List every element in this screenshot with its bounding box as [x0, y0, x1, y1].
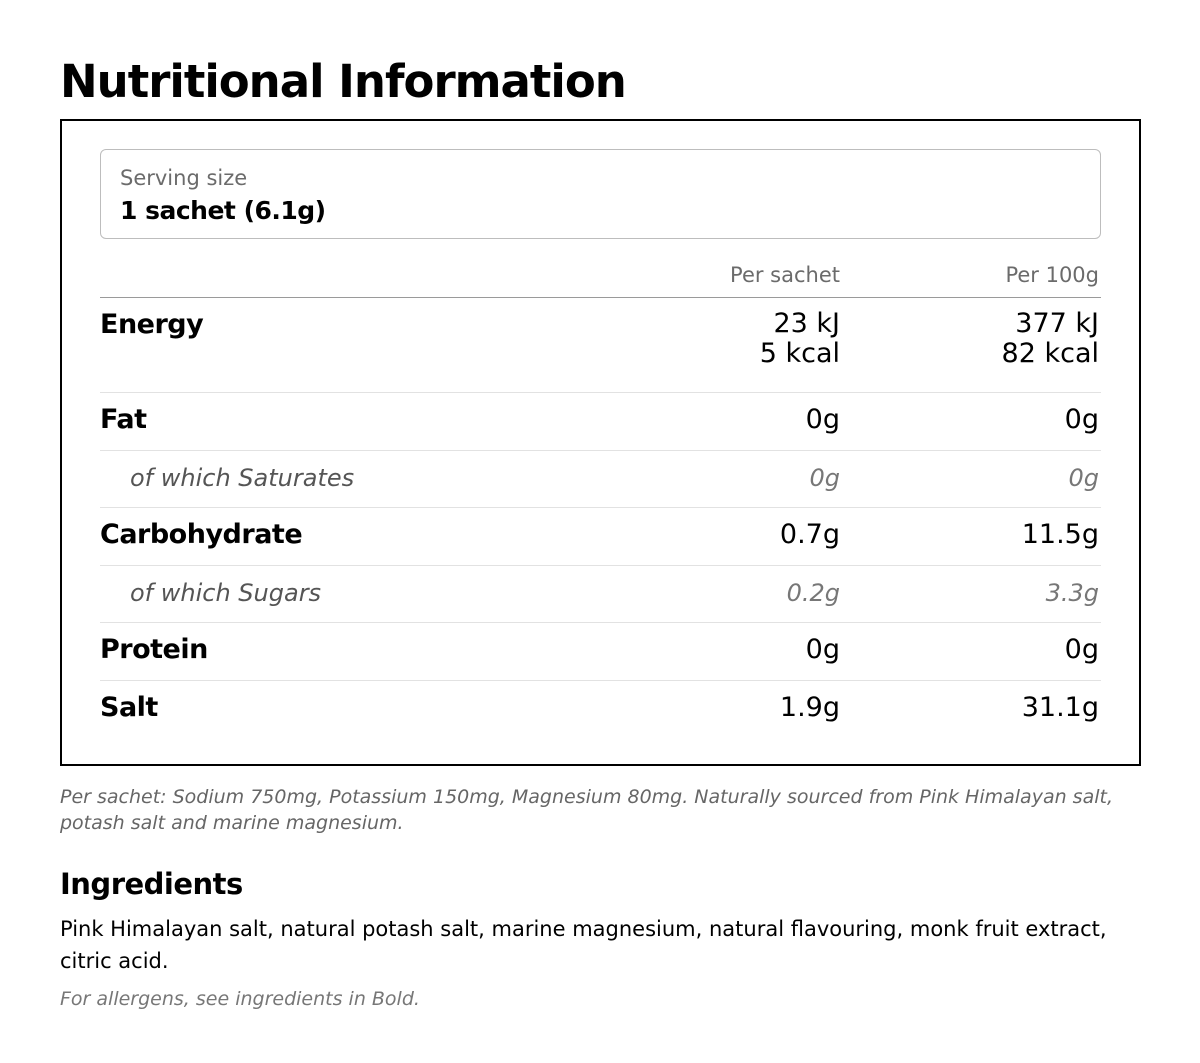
- allergens-note: For allergens, see ingredients in Bold.: [60, 988, 420, 1010]
- row-per-100g: 31.1g: [1021, 692, 1099, 723]
- table-row-sugars: of which Sugars 0.2g 3.3g: [100, 566, 1101, 623]
- energy-per-100g-kcal: 82 kcal: [1001, 338, 1099, 369]
- row-per-100g: 0g: [1064, 404, 1099, 435]
- energy-per-100g: 377 kJ 82 kcal: [1002, 309, 1099, 369]
- ingredients-title: Ingredients: [60, 867, 243, 901]
- serving-size-box: Serving size 1 sachet (6.1g): [100, 149, 1101, 239]
- serving-size-label: Serving size: [120, 166, 248, 190]
- row-name: Fat: [100, 404, 147, 435]
- table-row-protein: Protein 0g 0g: [100, 623, 1101, 681]
- row-per-sachet: 0.7g: [779, 519, 840, 550]
- row-name: of which Sugars: [130, 579, 322, 607]
- energy-per-sachet: 23 kJ 5 kcal: [760, 309, 840, 369]
- nutrition-table: Per sachet Per 100g Energy 23 kJ 5 kcal …: [100, 261, 1101, 738]
- row-per-sachet: 0g: [809, 464, 840, 492]
- energy-per-100g-kj: 377 kJ: [1015, 308, 1099, 339]
- mineral-note: Per sachet: Sodium 750mg, Potassium 150m…: [60, 786, 1113, 834]
- row-per-sachet: 0g: [805, 404, 840, 435]
- row-per-100g: 3.3g: [1045, 579, 1099, 607]
- table-row-energy: Energy 23 kJ 5 kcal 377 kJ 82 kcal: [100, 298, 1101, 393]
- row-per-sachet: 0.2g: [786, 579, 840, 607]
- row-name: Protein: [100, 634, 208, 665]
- serving-size-value: 1 sachet (6.1g): [120, 196, 326, 225]
- ingredients-text: Pink Himalayan salt, natural potash salt…: [60, 917, 1107, 973]
- row-per-sachet: 0g: [805, 634, 840, 665]
- table-row-saturates: of which Saturates 0g 0g: [100, 451, 1101, 508]
- header-per-100g: Per 100g: [1005, 263, 1099, 287]
- table-row-carbohydrate: Carbohydrate 0.7g 11.5g: [100, 508, 1101, 566]
- page-title: Nutritional Information: [60, 55, 627, 108]
- table-row-fat: Fat 0g 0g: [100, 393, 1101, 451]
- row-per-100g: 11.5g: [1021, 519, 1099, 550]
- table-row-salt: Salt 1.9g 31.1g: [100, 681, 1101, 738]
- table-header: Per sachet Per 100g: [100, 261, 1101, 298]
- row-name: Salt: [100, 692, 158, 723]
- energy-per-sachet-kcal: 5 kcal: [759, 338, 840, 369]
- row-name: Carbohydrate: [100, 519, 303, 550]
- energy-per-sachet-kj: 23 kJ: [773, 308, 840, 339]
- row-per-100g: 0g: [1064, 634, 1099, 665]
- nutrition-panel: Serving size 1 sachet (6.1g) Per sachet …: [60, 119, 1141, 766]
- row-per-sachet: 1.9g: [779, 692, 840, 723]
- row-per-100g: 0g: [1068, 464, 1099, 492]
- row-name: of which Saturates: [130, 464, 355, 492]
- header-per-sachet: Per sachet: [730, 263, 840, 287]
- row-name: Energy: [100, 309, 204, 340]
